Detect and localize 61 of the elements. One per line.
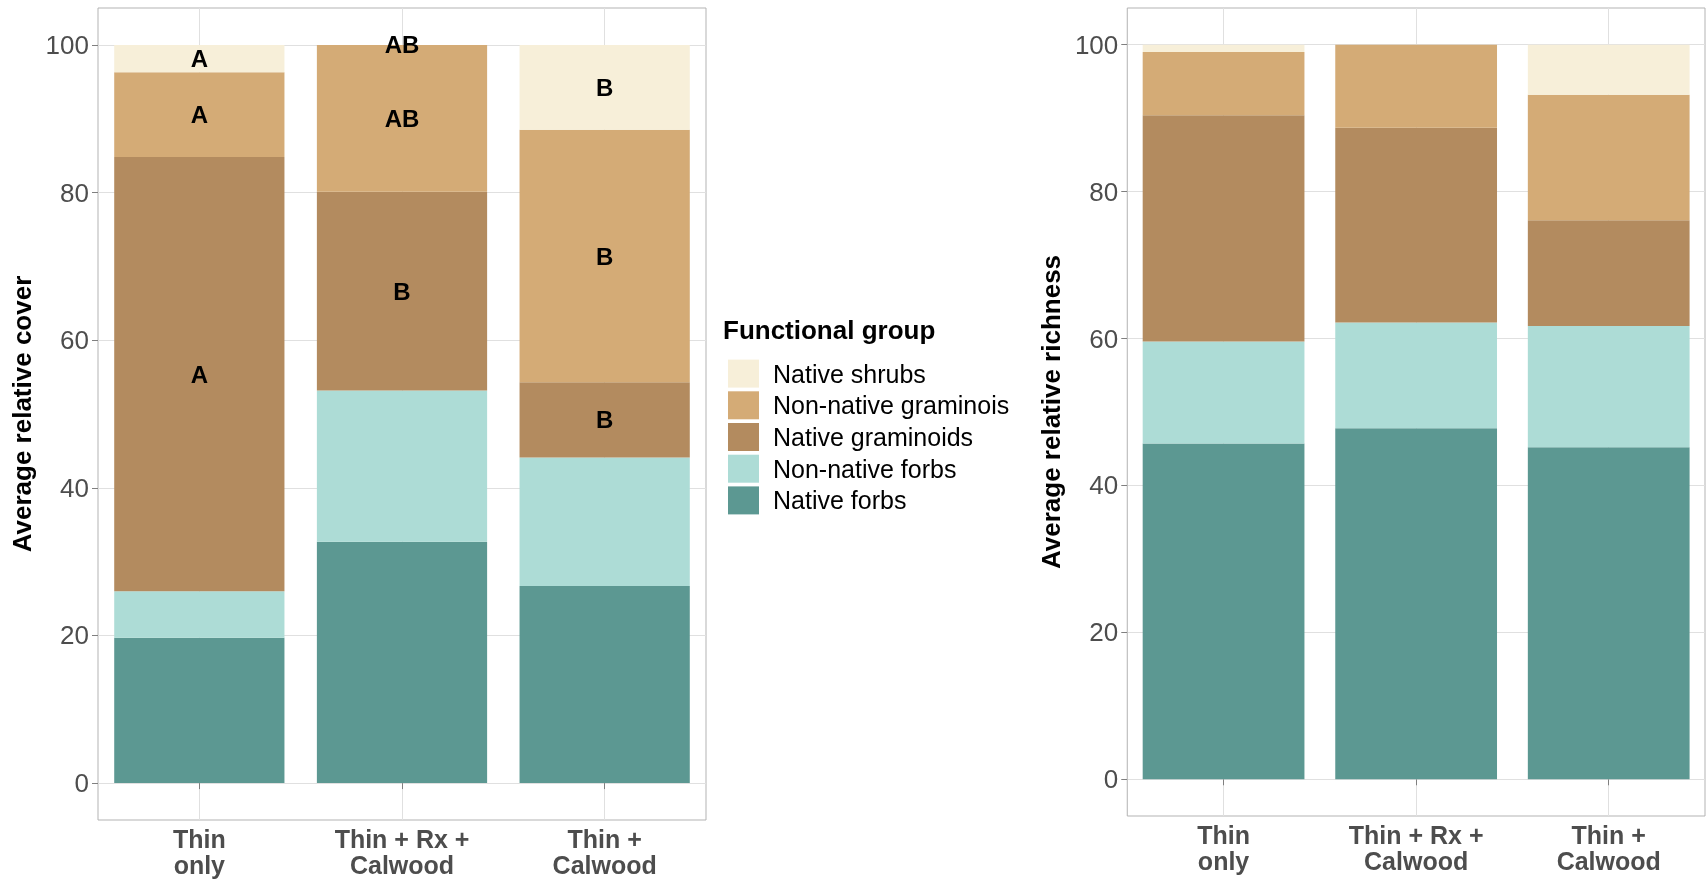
bar	[1335, 428, 1498, 780]
y-tick-label: 20	[60, 620, 89, 651]
x-tick-label: Thin only	[1197, 821, 1250, 875]
bar	[1527, 447, 1690, 780]
y-tick-label: 40	[60, 472, 89, 503]
legend-label: Non-native forbs	[773, 454, 957, 483]
legend-label: Native shrubs	[773, 359, 926, 388]
y-tick-label: 60	[60, 325, 89, 356]
y-tick-label: 80	[1089, 176, 1119, 207]
bar	[316, 390, 488, 542]
x-tick-label: Thin + Rx + Calwood	[1348, 821, 1484, 875]
x-tick-label: Thin only	[172, 825, 226, 879]
bar	[114, 157, 285, 592]
data-label: A	[190, 360, 209, 388]
bar	[316, 191, 488, 391]
bar	[1142, 52, 1305, 116]
y-tick-label: 100	[45, 29, 89, 60]
bar	[1527, 44, 1690, 95]
y-axis-title: Average relative cover	[6, 275, 37, 553]
bar	[519, 457, 690, 586]
bar	[114, 637, 285, 784]
y-tick-label: 100	[1074, 29, 1119, 60]
bar	[1142, 115, 1305, 342]
bar	[1527, 326, 1690, 448]
y-tick-label: 80	[60, 177, 89, 208]
bar	[519, 586, 690, 784]
bar	[114, 591, 285, 638]
legend-label: Native graminoids	[773, 423, 974, 451]
bar	[1142, 44, 1305, 53]
x-tick-label: Thin + Rx + Calwood	[334, 825, 470, 879]
bar	[519, 382, 690, 458]
bar	[114, 72, 285, 158]
bar	[114, 44, 285, 73]
x-tick-label: Thin + Calwood	[552, 825, 657, 879]
y-tick-label: 60	[1089, 323, 1119, 354]
y-tick-label: 0	[1103, 764, 1119, 795]
legend-title: Functional group	[723, 314, 936, 345]
legend-label: Native forbs	[773, 486, 907, 515]
data-label: A	[190, 45, 209, 73]
bar	[1527, 94, 1690, 221]
x-tick-label: Thin + Calwood	[1556, 821, 1661, 875]
data-label: B	[595, 406, 614, 434]
y-tick-label: 0	[74, 768, 89, 799]
bar	[519, 44, 690, 130]
y-tick-label: 40	[1089, 470, 1119, 501]
data-label: B	[595, 242, 614, 270]
legend-label: Non-native graminois	[773, 391, 1010, 420]
bar	[316, 541, 488, 784]
data-label: A	[190, 101, 209, 129]
y-tick-label: 20	[1089, 617, 1119, 648]
bar	[1335, 127, 1498, 323]
bar	[1335, 322, 1498, 429]
data-label: B	[595, 73, 614, 101]
bar	[519, 129, 690, 383]
y-axis-title: Average relative richness	[1036, 254, 1066, 570]
bar	[1335, 44, 1498, 128]
data-label: AB	[384, 104, 420, 132]
data-label: B	[393, 277, 411, 305]
bar	[1527, 220, 1690, 327]
bar	[1142, 341, 1305, 444]
bar	[1142, 443, 1305, 780]
